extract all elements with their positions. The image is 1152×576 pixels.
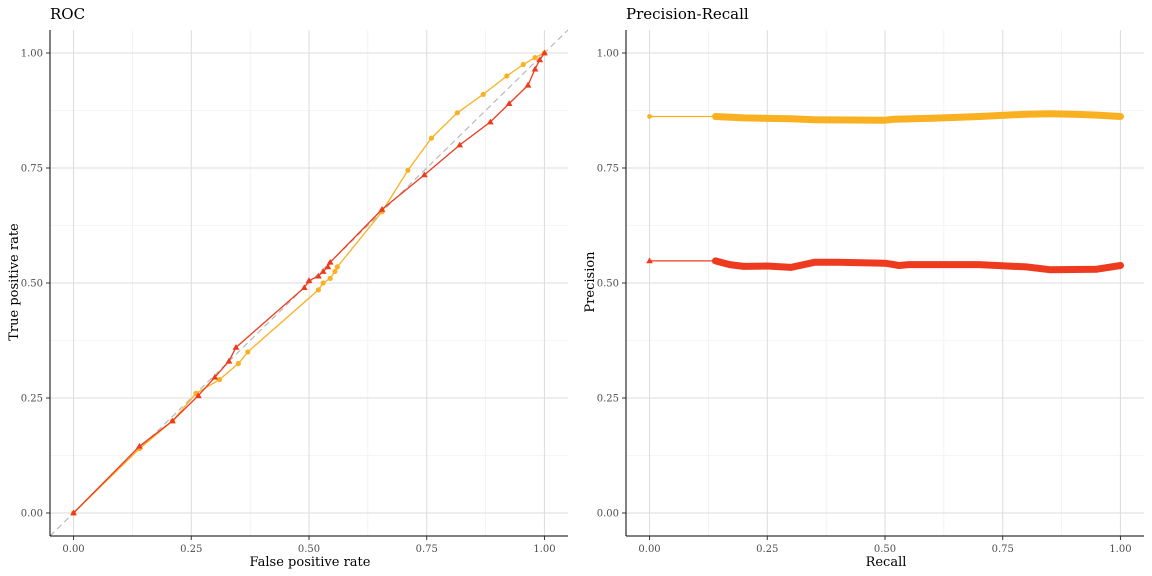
data-point	[332, 268, 338, 275]
data-point	[505, 100, 513, 106]
data-point	[320, 280, 326, 286]
y-tick-label: 0.00	[597, 509, 619, 520]
data-point	[225, 357, 233, 364]
x-tick-label: 0.75	[992, 544, 1014, 555]
data-point	[713, 114, 718, 119]
roc-x-axis-label: False positive rate	[250, 555, 371, 570]
pr-series-2	[646, 257, 1124, 274]
data-point	[327, 275, 333, 281]
data-point	[712, 257, 719, 264]
data-point	[216, 377, 223, 383]
x-tick-label: 0.00	[638, 544, 660, 555]
roc-axes: 0.00 0.25 0.50 0.75 1.00 0.00 0.25 0.50 0.75 1.00	[21, 30, 568, 555]
y-tick-label: 0.50	[21, 279, 43, 290]
data-point	[334, 264, 340, 270]
x-tick-label: 1.00	[533, 544, 555, 555]
data-point	[245, 349, 251, 355]
x-tick-label: 0.25	[180, 544, 202, 555]
roc-series	[70, 49, 548, 516]
y-tick-label: 0.00	[21, 509, 43, 520]
data-point	[405, 167, 411, 173]
y-tick-label: 0.25	[21, 394, 43, 405]
data-point	[536, 56, 544, 63]
pr-y-axis-label: Precision	[583, 251, 598, 313]
data-point	[232, 344, 240, 350]
data-point	[532, 55, 538, 61]
data-point	[454, 110, 460, 116]
x-tick-label: 0.25	[756, 544, 778, 555]
pr-series	[646, 110, 1124, 274]
data-point	[647, 114, 652, 119]
x-tick-label: 0.50	[298, 544, 320, 555]
data-point	[136, 442, 143, 449]
pr-grid	[626, 30, 1144, 536]
data-point	[319, 268, 327, 274]
y-tick-label: 0.75	[21, 164, 43, 175]
pr-title: Precision-Recall	[626, 5, 749, 23]
x-tick-label: 0.50	[874, 544, 896, 555]
data-point	[486, 118, 494, 125]
data-point	[504, 73, 510, 79]
x-tick-label: 0.75	[416, 544, 438, 555]
data-point	[326, 258, 334, 265]
x-tick-label: 0.00	[62, 544, 84, 555]
data-point	[541, 49, 548, 56]
data-point	[315, 287, 322, 293]
roc-panel: ROC 0.00 0.25 0.50 0.75 1.00 0.00 0.25 0.50 0.75…	[7, 5, 569, 570]
data-point	[646, 257, 653, 264]
y-tick-label: 1.00	[597, 49, 619, 60]
x-tick-label: 1.00	[1109, 544, 1131, 555]
data-point	[531, 65, 539, 72]
data-point	[520, 61, 526, 68]
data-point	[70, 509, 77, 516]
roc-series-2	[70, 49, 548, 516]
data-point	[300, 284, 308, 290]
data-point	[235, 360, 241, 367]
pr-x-axis-label: Recall	[866, 555, 907, 570]
roc-title: ROC	[50, 5, 85, 23]
data-point	[456, 141, 464, 148]
pr-series-1	[647, 110, 1124, 124]
data-point	[420, 171, 428, 178]
pr-axes: 0.00 0.25 0.50 0.75 1.00 0.00 0.25 0.50 0.75 1.00	[597, 30, 1144, 555]
data-point	[524, 81, 532, 88]
data-point	[194, 392, 202, 399]
data-point	[324, 263, 332, 270]
pr-panel: Precision-Recall 0.00 0.25 0.50 0.75 1.000.0…	[583, 5, 1144, 570]
data-point	[169, 417, 176, 424]
data-point	[211, 373, 219, 380]
y-tick-label: 1.00	[21, 49, 43, 60]
data-point	[305, 277, 313, 284]
series-line	[712, 110, 1124, 124]
roc-y-axis-label: True positive rate	[7, 223, 22, 341]
data-point	[378, 206, 386, 212]
y-tick-label: 0.75	[597, 164, 619, 175]
series-line	[712, 257, 1124, 274]
data-point	[480, 91, 486, 97]
y-tick-label: 0.50	[597, 279, 619, 290]
y-tick-label: 0.25	[597, 394, 619, 405]
data-point	[428, 135, 435, 141]
data-point	[315, 272, 322, 279]
